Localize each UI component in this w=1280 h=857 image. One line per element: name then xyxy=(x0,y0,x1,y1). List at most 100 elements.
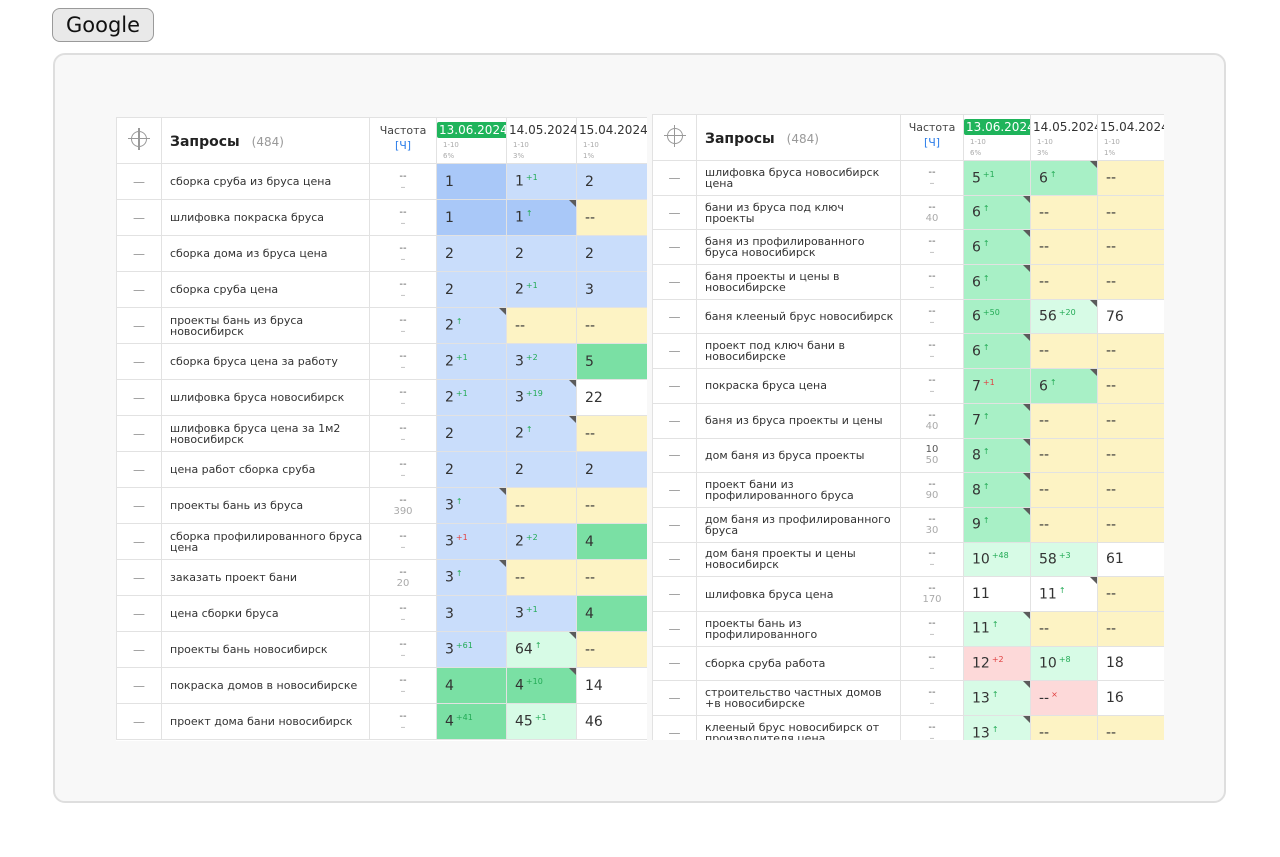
query-text[interactable]: проект под ключ бани в новосибирске xyxy=(696,333,901,370)
position-cell[interactable]: -- × xyxy=(1030,680,1098,716)
position-cell[interactable]: 16 xyxy=(1097,680,1164,716)
position-cell[interactable]: 2 ↑ xyxy=(506,415,577,452)
position-cell[interactable]: 1 +1 xyxy=(506,163,577,200)
table-row[interactable]: — шлифовка бруса новосибирск -- –2 +1 3 +19 22 xyxy=(116,379,647,416)
position-cell[interactable]: 2 xyxy=(436,451,507,488)
table-row[interactable]: — клееный брус новосибирск от производите… xyxy=(652,715,1164,740)
table-row[interactable]: — бани из бруса под ключ проекты -- 40 6 ↑ -- -… xyxy=(652,194,1164,231)
position-cell[interactable]: 2 xyxy=(436,271,507,308)
position-cell[interactable]: 8 ↑ xyxy=(963,472,1031,508)
position-cell[interactable]: 56 +20 xyxy=(1030,298,1098,335)
position-cell[interactable]: 11 xyxy=(963,576,1031,612)
position-cell[interactable]: 5 xyxy=(576,343,647,380)
position-cell[interactable]: 18 xyxy=(1097,645,1164,682)
position-cell[interactable]: 3 +61 xyxy=(436,631,507,668)
table-row[interactable]: — баня из профилированного бруса новосиби… xyxy=(652,229,1164,266)
query-text[interactable]: проект дома бани новосибирск xyxy=(161,703,370,740)
query-text[interactable]: шлифовка бруса цена xyxy=(696,576,901,612)
position-cell[interactable]: -- xyxy=(1030,472,1098,508)
target-icon[interactable] xyxy=(652,114,697,161)
table-row[interactable]: — проекты бань из бруса новосибирск -- –2 ↑ -… xyxy=(116,307,647,344)
position-cell[interactable]: -- xyxy=(1030,437,1098,474)
target-icon[interactable] xyxy=(116,117,162,164)
table-row[interactable]: — покраска бруса цена -- –7 +1 6 ↑ -- xyxy=(652,368,1164,404)
position-cell[interactable]: 2 +1 xyxy=(436,379,507,416)
date-column-header[interactable]: 13.06.2024 1-10 6% xyxy=(436,117,507,164)
position-cell[interactable]: 8 ↑ xyxy=(963,437,1031,474)
position-cell[interactable]: 2 xyxy=(506,451,577,488)
position-cell[interactable]: 11 ↑ xyxy=(963,610,1031,647)
position-cell[interactable]: -- xyxy=(1097,715,1164,740)
position-cell[interactable]: 10 +48 xyxy=(963,541,1031,578)
query-text[interactable]: дом баня из профилированного бруса xyxy=(696,506,901,543)
position-cell[interactable]: 3 +1 xyxy=(436,523,507,560)
position-cell[interactable]: 2 xyxy=(576,235,647,272)
position-cell[interactable]: 2 +1 xyxy=(436,343,507,380)
position-cell[interactable]: -- xyxy=(1030,506,1098,543)
position-cell[interactable]: 6 ↑ xyxy=(963,333,1031,370)
table-row[interactable]: — шлифовка бруса цена -- 170 11 11 ↑ -- xyxy=(652,576,1164,612)
position-cell[interactable]: -- xyxy=(1030,194,1098,231)
table-row[interactable]: — цена работ сборка сруба -- –2 2 2 xyxy=(116,451,647,488)
query-text[interactable]: сборка сруба из бруса цена xyxy=(161,163,370,200)
query-text[interactable]: баня проекты и цены в новосибирске xyxy=(696,264,901,300)
frequency-header[interactable]: Частота [Ч] xyxy=(900,114,964,161)
position-cell[interactable]: -- xyxy=(1030,264,1098,300)
table-row[interactable]: — шлифовка покраска бруса -- –1 1 ↑ -- xyxy=(116,199,647,236)
table-row[interactable]: — шлифовка бруса цена за 1м2 новосибирск -… xyxy=(116,415,647,452)
position-cell[interactable]: -- xyxy=(1030,229,1098,266)
position-cell[interactable]: 2 xyxy=(576,163,647,200)
query-text[interactable]: сборка сруба цена xyxy=(161,271,370,308)
table-row[interactable]: — проекты бань из профилированного -- –11 ↑ -… xyxy=(652,610,1164,647)
query-text[interactable]: сборка профилированного бруса цена xyxy=(161,523,370,560)
position-cell[interactable]: 3 +2 xyxy=(506,343,577,380)
position-cell[interactable]: -- xyxy=(1097,368,1164,404)
position-cell[interactable]: 2 xyxy=(506,235,577,272)
query-text[interactable]: дом баня проекты и цены новосибирск xyxy=(696,541,901,578)
table-row[interactable]: — строительство частных домов +в новосиби… xyxy=(652,680,1164,716)
query-text[interactable]: сборка бруса цена за работу xyxy=(161,343,370,380)
query-text[interactable]: проекты бань новосибирск xyxy=(161,631,370,668)
position-cell[interactable]: 7 +1 xyxy=(963,368,1031,404)
query-text[interactable]: покраска домов в новосибирске xyxy=(161,667,370,704)
position-cell[interactable]: -- xyxy=(1097,576,1164,612)
table-row[interactable]: — баня проекты и цены в новосибирске -- –6 ↑… xyxy=(652,264,1164,300)
query-text[interactable]: заказать проект бани xyxy=(161,559,370,596)
position-cell[interactable]: 12 +2 xyxy=(963,645,1031,682)
position-cell[interactable]: 2 ↑ xyxy=(436,307,507,344)
date-column-header[interactable]: 15.04.2024 1-10 1% xyxy=(1097,114,1164,161)
table-row[interactable]: — дом баня из бруса проекты 10 50 8 ↑ -- -- xyxy=(652,437,1164,474)
table-row[interactable]: — проект бани из профилированного бруса --… xyxy=(652,472,1164,508)
position-cell[interactable]: 3 xyxy=(436,595,507,632)
table-row[interactable]: — проекты бань из бруса -- 390 3 ↑ -- -- xyxy=(116,487,647,524)
query-text[interactable]: проекты бань из бруса xyxy=(161,487,370,524)
position-cell[interactable]: 6 +50 xyxy=(963,298,1031,335)
table-row[interactable]: — заказать проект бани -- 20 3 ↑ -- -- xyxy=(116,559,647,596)
position-cell[interactable]: -- xyxy=(1097,437,1164,474)
query-text[interactable]: баня из бруса проекты и цены xyxy=(696,402,901,439)
table-row[interactable]: — баня из бруса проекты и цены -- 40 7 ↑ -- -- xyxy=(652,402,1164,439)
position-cell[interactable]: -- xyxy=(1097,229,1164,266)
table-row[interactable]: — покраска домов в новосибирске -- –4 4 +10 14 xyxy=(116,667,647,704)
query-text[interactable]: шлифовка покраска бруса xyxy=(161,199,370,236)
position-cell[interactable]: 10 +8 xyxy=(1030,645,1098,682)
queries-header[interactable]: Запросы (484) xyxy=(696,114,901,161)
table-row[interactable]: — проекты бань новосибирск -- –3 +61 64 ↑ -- xyxy=(116,631,647,668)
query-text[interactable]: покраска бруса цена xyxy=(696,368,901,404)
google-button[interactable]: Google xyxy=(52,8,154,42)
position-cell[interactable]: -- xyxy=(1097,506,1164,543)
query-text[interactable]: дом баня из бруса проекты xyxy=(696,437,901,474)
position-cell[interactable]: -- xyxy=(1030,715,1098,740)
table-row[interactable]: — сборка сруба работа -- –12 +2 10 +8 18 xyxy=(652,645,1164,682)
position-cell[interactable]: 3 xyxy=(576,271,647,308)
position-cell[interactable]: -- xyxy=(576,307,647,344)
date-column-header[interactable]: 13.06.2024 1-10 6% xyxy=(963,114,1031,161)
query-text[interactable]: проекты бань из бруса новосибирск xyxy=(161,307,370,344)
position-cell[interactable]: -- xyxy=(1030,610,1098,647)
table-row[interactable]: — сборка сруба из бруса цена -- –1 1 +1 2 xyxy=(116,163,647,200)
table-row[interactable]: — сборка дома из бруса цена -- –2 2 2 xyxy=(116,235,647,272)
position-cell[interactable]: 2 +1 xyxy=(506,271,577,308)
position-cell[interactable]: 3 +19 xyxy=(506,379,577,416)
position-cell[interactable]: 2 xyxy=(436,235,507,272)
position-cell[interactable]: 7 ↑ xyxy=(963,402,1031,439)
